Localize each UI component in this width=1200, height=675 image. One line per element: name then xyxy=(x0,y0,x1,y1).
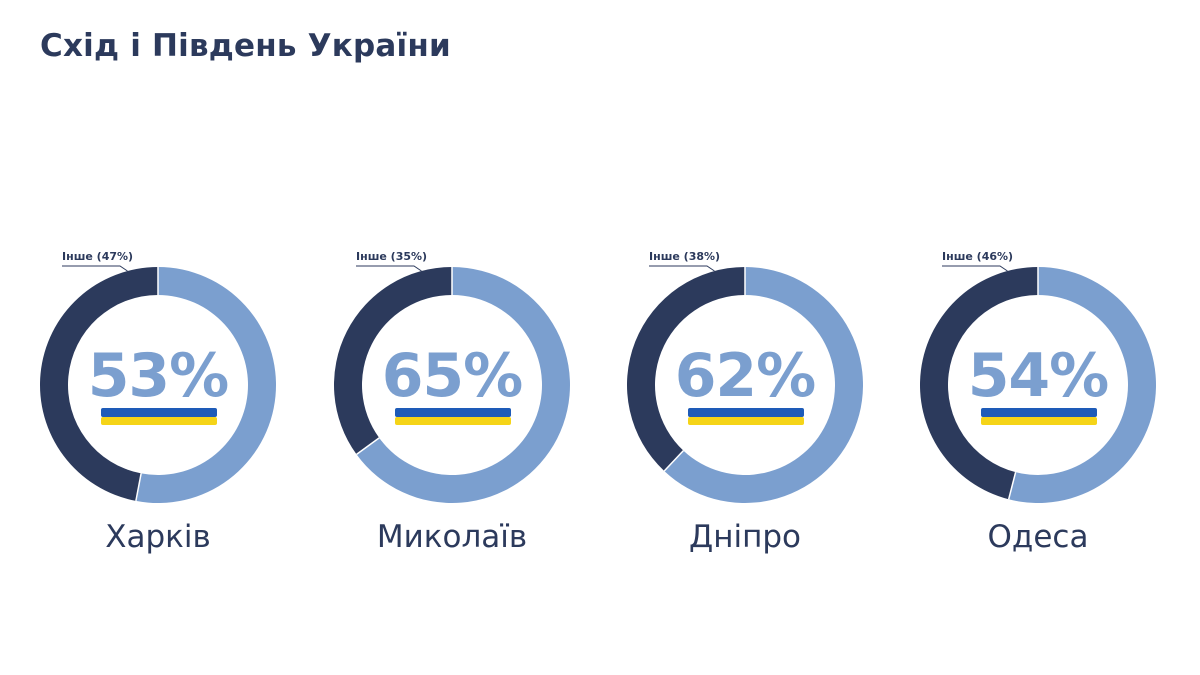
city-label: Дніпро xyxy=(688,519,801,555)
flag-yellow-stripe xyxy=(101,417,217,425)
city-label: Харків xyxy=(105,519,211,555)
donut-2 xyxy=(333,265,570,503)
other-segment xyxy=(40,267,158,501)
flag-yellow-stripe xyxy=(981,417,1097,425)
segment-separator xyxy=(356,437,380,455)
center-percentage: 53% xyxy=(87,341,230,411)
segment-separator xyxy=(1007,471,1017,500)
city-label: Миколаїв xyxy=(376,519,528,555)
other-segment xyxy=(919,267,1038,500)
flag-yellow-stripe xyxy=(395,417,511,425)
city-label: Одеса xyxy=(987,519,1089,555)
segment-separator xyxy=(663,450,684,472)
center-percentage: 65% xyxy=(381,341,524,411)
segment-separator xyxy=(135,473,142,502)
other-label-leader xyxy=(62,265,128,272)
other-label-leader xyxy=(356,265,422,272)
other-segment-label: Інше (46%) xyxy=(942,250,1014,263)
other-segment-label: Інше (38%) xyxy=(649,250,721,263)
donut-3 xyxy=(627,265,863,503)
other-label-leader xyxy=(649,265,715,272)
page-title: Схід і Південь України xyxy=(40,28,451,64)
other-segment xyxy=(333,267,452,455)
main-segment xyxy=(1008,267,1156,503)
flag-blue-stripe xyxy=(101,408,217,417)
flag-blue-stripe xyxy=(395,408,511,417)
donut-4 xyxy=(919,265,1156,503)
other-segment-label: Інше (35%) xyxy=(356,250,428,263)
main-segment xyxy=(664,267,863,503)
center-percentage: 62% xyxy=(674,341,817,411)
other-label-leader xyxy=(942,265,1008,272)
center-percentage: 54% xyxy=(967,341,1110,411)
donut-1 xyxy=(40,265,277,503)
flag-blue-stripe xyxy=(688,408,804,417)
flag-yellow-stripe xyxy=(688,417,804,425)
other-segment xyxy=(627,267,745,472)
main-segment xyxy=(135,267,277,503)
other-segment-label: Інше (47%) xyxy=(62,250,134,263)
flag-blue-stripe xyxy=(981,408,1097,417)
